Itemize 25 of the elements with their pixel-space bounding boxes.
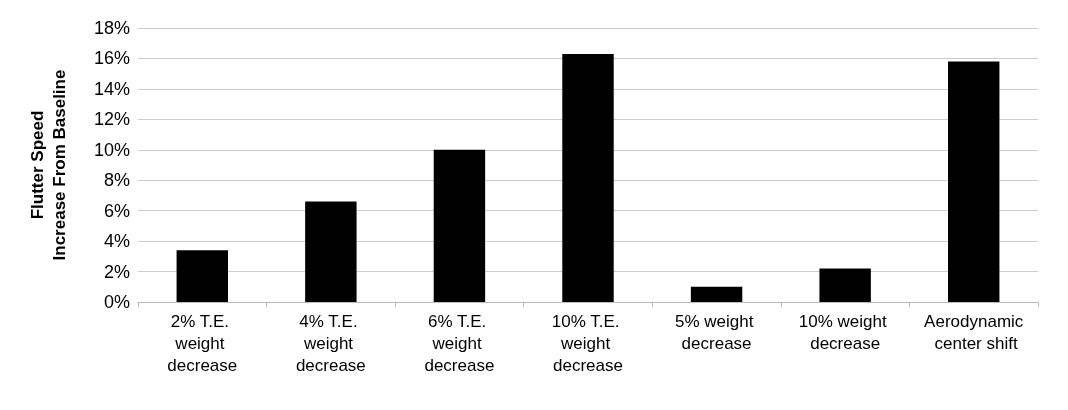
x-tick-label: 6% T.E. weight decrease [424,311,495,375]
y-tick-label: 12% [93,109,130,130]
bar [562,53,614,302]
bar [305,201,357,302]
y-tick-label: 18% [93,18,130,38]
bar [433,149,486,302]
x-tick-label: 2% T.E. weight decrease [167,311,238,375]
y-tick-label: 8% [103,170,130,191]
y-tick-label: 6% [103,200,130,221]
y-tick-label: 4% [103,231,130,252]
x-tick-label: 10% weight decrease [798,311,892,353]
x-tick-label: 5% weight decrease [674,311,759,353]
y-tick-label: 2% [103,261,130,282]
y-tick-label: 16% [93,48,130,69]
bar [819,268,871,302]
bar [948,61,1000,302]
y-axis-title: Flutter Speed Increase From Baseline [27,69,69,261]
x-tick-label: Aerodynamic center shift [924,311,1024,353]
y-tick-label: 10% [93,139,130,160]
y-tick-label: 0% [103,292,130,312]
x-tick-label: 4% T.E. weight decrease [295,311,366,375]
bar [176,250,228,302]
x-tick-label: 10% T.E. weight decrease [551,311,625,375]
y-tick-label: 14% [93,78,130,99]
bar [690,286,743,302]
